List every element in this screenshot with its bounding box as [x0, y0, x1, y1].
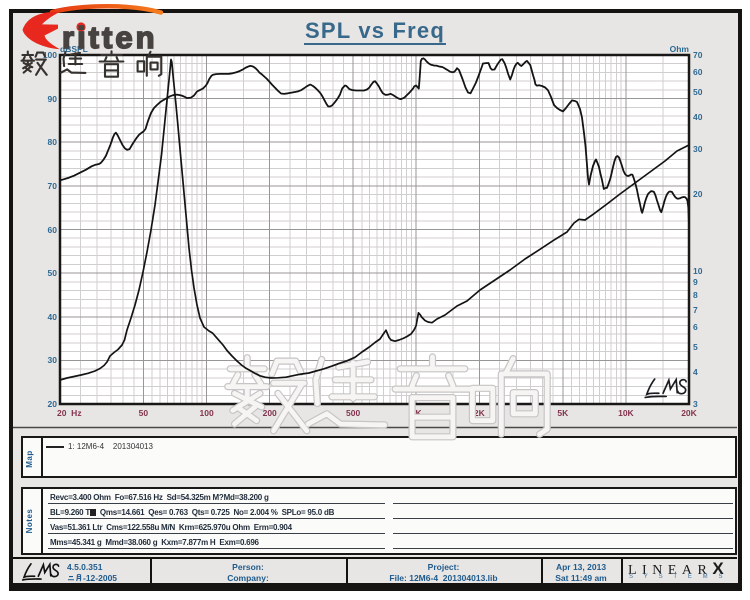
svg-text:ritten: ritten [62, 20, 158, 55]
